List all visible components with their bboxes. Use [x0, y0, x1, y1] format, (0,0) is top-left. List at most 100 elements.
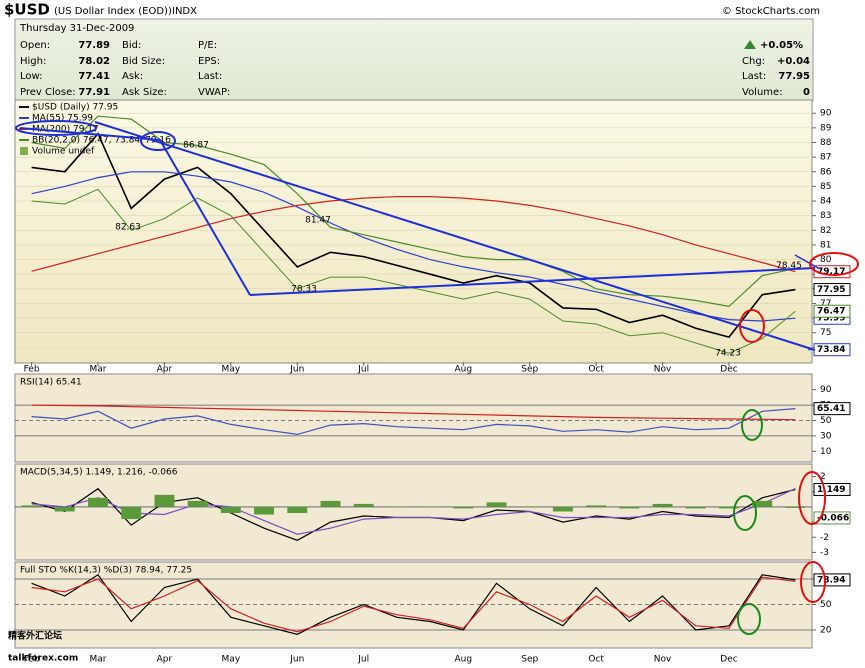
y-tick-label: 2	[820, 472, 826, 482]
y-tick-label: 30	[820, 431, 832, 441]
end-label: 65.41	[817, 404, 845, 414]
price-annotation: 78.45	[776, 261, 802, 271]
x-tick-label: Jun	[289, 365, 304, 375]
histogram-bar	[552, 506, 573, 512]
end-label: 1.149	[817, 485, 845, 495]
x-tick-label: Feb	[24, 365, 40, 375]
y-tick-label: -2	[820, 533, 829, 543]
end-label: 75.99	[817, 314, 845, 324]
price-annotation: 81.47	[305, 216, 331, 226]
histogram-bar	[519, 506, 540, 508]
end-label-box	[813, 511, 851, 525]
y-tick-label: 88	[820, 138, 832, 148]
histogram-bar	[785, 506, 806, 508]
histogram-bar	[21, 505, 42, 507]
quote-value: +0.04	[777, 56, 810, 67]
quote-value: 77.95	[778, 71, 810, 82]
histogram-bar	[752, 500, 773, 507]
highlight-circle	[737, 603, 761, 635]
change-pct: +0.05%	[760, 40, 803, 51]
end-label-box	[813, 304, 851, 318]
quote-label: Ask:	[122, 71, 143, 82]
macd-panel	[14, 463, 813, 561]
end-label: -0.066	[817, 513, 849, 523]
highlight-circle	[733, 495, 757, 531]
quote-label: Prev Close:	[20, 87, 76, 98]
x-tick-label: Aug	[455, 365, 473, 375]
trendline	[94, 121, 816, 351]
series-line	[31, 408, 796, 436]
x-tick-label: Jul	[357, 365, 369, 375]
quote-date: Thursday 31-Dec-2009	[19, 23, 134, 34]
quote-label: Bid:	[122, 40, 141, 51]
histogram-bar	[453, 506, 474, 509]
x-tick-label: Nov	[654, 365, 672, 375]
histogram-bar	[619, 506, 640, 509]
price-annotation: 86.87	[183, 141, 209, 151]
x-tick-label: Apr	[157, 365, 173, 375]
y-tick-label: -3	[820, 548, 829, 558]
x-tick-label: Oct	[588, 365, 604, 375]
highlight-circle	[15, 120, 97, 136]
price-annotation: 74.23	[715, 349, 741, 359]
quote-value: 78.02	[78, 56, 110, 67]
credit: © StockCharts.com	[722, 6, 820, 17]
histogram-bar	[154, 494, 175, 507]
y-tick-label: 80	[820, 255, 832, 265]
end-label-box	[813, 402, 851, 416]
y-tick-label: 20	[820, 626, 832, 636]
histogram-bar	[586, 505, 607, 507]
x-tick-label: Mar	[90, 655, 107, 665]
series-line	[31, 487, 796, 535]
highlight-circle	[140, 131, 176, 151]
x-tick-label: Sep	[521, 365, 538, 375]
quote-label: VWAP:	[198, 87, 230, 98]
quote-value: 77.41	[78, 71, 110, 82]
series-line	[31, 404, 796, 421]
quote-label: Last:	[198, 71, 222, 82]
histogram-bar	[187, 500, 208, 507]
y-tick-label: 90	[820, 385, 832, 395]
trendline	[19, 127, 161, 141]
highlight-circle	[800, 561, 826, 603]
end-label: 73.84	[817, 345, 845, 355]
price-annotation: 82.63	[115, 223, 141, 233]
legend-swatch	[20, 147, 28, 155]
end-label: 78.94	[817, 575, 845, 585]
x-tick-label: Oct	[588, 655, 604, 665]
histogram-bar	[353, 503, 374, 507]
quote-label: Bid Size:	[122, 56, 165, 67]
end-label: 76.47	[817, 307, 845, 317]
x-tick-label: Sep	[521, 655, 538, 665]
legend-label: $USD (Daily) 77.95	[32, 103, 118, 113]
x-tick-label: Aug	[455, 655, 473, 665]
watermark-en: talkforex.com	[8, 654, 78, 664]
annotations-layer	[15, 120, 859, 635]
quote-label: P/E:	[198, 40, 217, 51]
quote-value: 0	[803, 87, 810, 98]
series-line	[31, 573, 796, 635]
histogram-bar	[287, 506, 308, 513]
exchange: INDX	[172, 6, 197, 17]
quote-value: 77.89	[78, 40, 110, 51]
series-line	[31, 576, 796, 633]
quote-label: High:	[20, 56, 46, 67]
histogram-bar	[254, 506, 275, 515]
series-line	[31, 196, 796, 273]
symbol: $USD	[4, 1, 50, 19]
highlight-circle	[739, 309, 765, 343]
y-tick-label: 84	[820, 197, 832, 207]
y-tick-label: 77	[820, 299, 831, 309]
trendline	[794, 254, 819, 269]
panel-title: MACD(5,34,5) 1.149, 1.216, -0.066	[20, 468, 178, 478]
legend-label: MA(55) 75.99	[32, 114, 93, 124]
quote-box	[14, 18, 814, 102]
highlight-circle	[809, 252, 859, 276]
y-tick-label: 87	[820, 153, 831, 163]
quote-label: EPS:	[198, 56, 220, 67]
quote-label: Chg:	[742, 56, 765, 67]
series-line	[31, 171, 796, 322]
x-tick-label: May	[222, 365, 241, 375]
